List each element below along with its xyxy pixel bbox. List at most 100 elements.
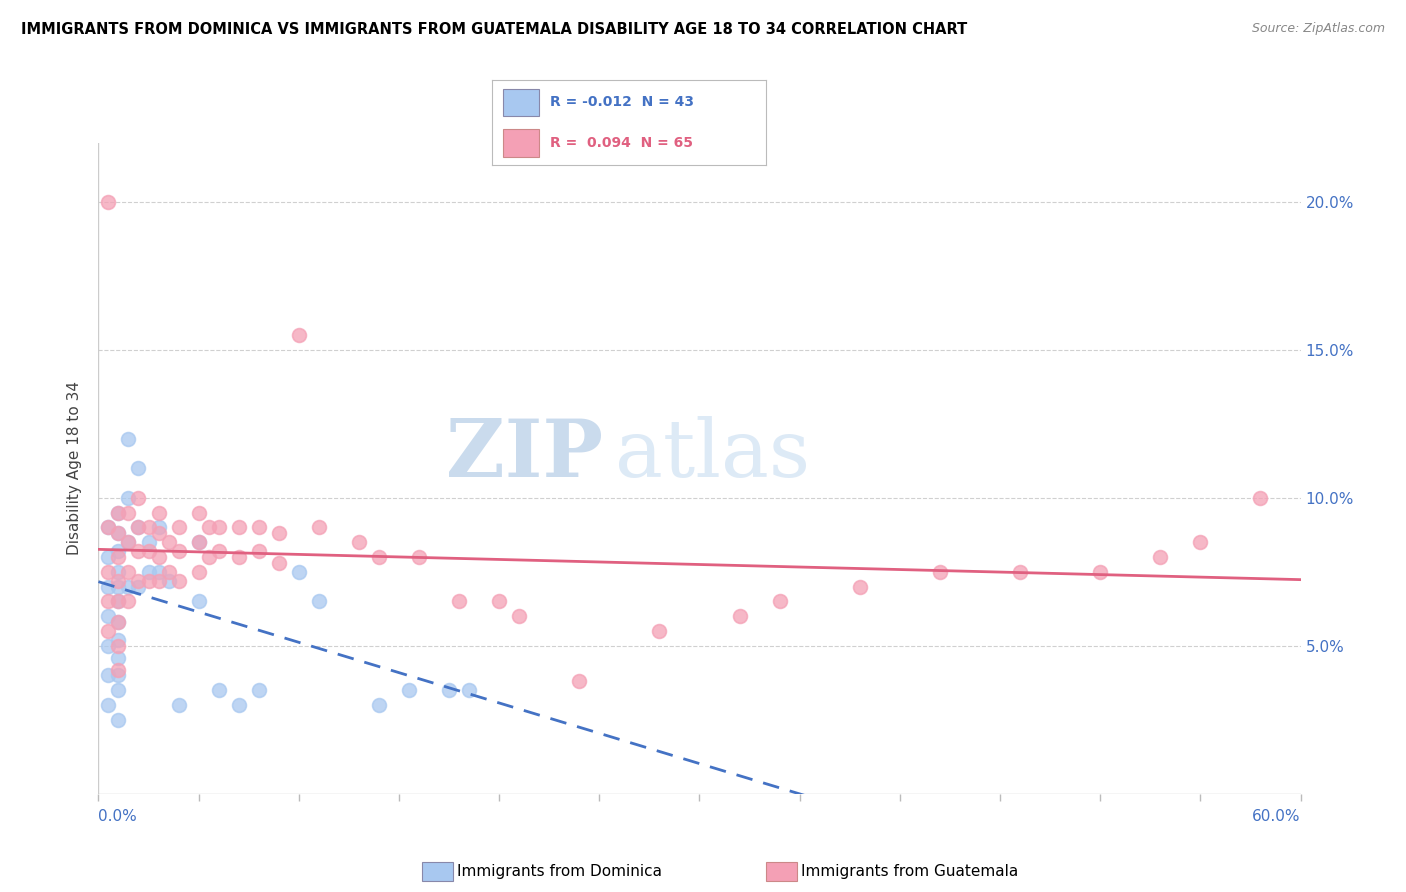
Point [247, 683, 270, 698]
Point [308, 520, 330, 534]
Point [208, 683, 231, 698]
Point [97, 550, 120, 565]
Point [368, 550, 391, 565]
Point [228, 698, 250, 712]
Point [97, 594, 120, 608]
Point [107, 565, 129, 579]
Point [128, 491, 150, 505]
Point [208, 544, 231, 558]
Point [117, 565, 139, 579]
Point [849, 580, 872, 594]
Point [107, 632, 129, 647]
Point [368, 698, 391, 712]
Point [148, 565, 170, 579]
Point [107, 506, 129, 520]
Point [347, 535, 370, 549]
Text: 60.0%: 60.0% [1253, 809, 1301, 823]
Point [769, 594, 792, 608]
Point [228, 550, 250, 565]
Point [267, 526, 290, 541]
Point [128, 520, 150, 534]
Point [187, 535, 209, 549]
Point [267, 556, 290, 570]
Point [107, 668, 129, 682]
Point [97, 624, 120, 639]
Point [929, 565, 952, 579]
Point [488, 594, 510, 608]
Point [568, 674, 591, 689]
Point [187, 594, 209, 608]
Point [138, 565, 160, 579]
Point [117, 491, 139, 505]
Point [97, 639, 120, 653]
Point [128, 520, 150, 534]
Point [107, 550, 129, 565]
Point [107, 574, 129, 588]
Point [308, 594, 330, 608]
Point [97, 565, 120, 579]
Point [138, 520, 160, 534]
Point [157, 535, 180, 549]
Point [97, 520, 120, 534]
Point [128, 461, 150, 475]
Point [167, 520, 190, 534]
Point [107, 526, 129, 541]
Point [157, 574, 180, 588]
Point [97, 698, 120, 712]
Point [208, 520, 231, 534]
Bar [503, 89, 538, 116]
Point [107, 663, 129, 677]
Point [187, 565, 209, 579]
Point [458, 683, 481, 698]
Point [648, 624, 671, 639]
Point [1250, 491, 1272, 505]
Point [97, 520, 120, 534]
Point [437, 683, 460, 698]
Point [148, 574, 170, 588]
Point [138, 544, 160, 558]
Point [197, 520, 219, 534]
Point [97, 194, 120, 209]
Point [107, 580, 129, 594]
Point [117, 432, 139, 446]
Point [247, 520, 270, 534]
Point [1149, 550, 1171, 565]
Point [187, 535, 209, 549]
Point [117, 535, 139, 549]
Point [107, 650, 129, 665]
Point [97, 668, 120, 682]
Point [107, 506, 129, 520]
Point [128, 580, 150, 594]
Point [107, 615, 129, 630]
Text: 0.0%: 0.0% [98, 809, 138, 823]
Point [107, 713, 129, 727]
Point [187, 506, 209, 520]
Point [148, 506, 170, 520]
Point [148, 550, 170, 565]
Text: R =  0.094  N = 65: R = 0.094 N = 65 [550, 136, 693, 150]
Point [228, 520, 250, 534]
Text: IMMIGRANTS FROM DOMINICA VS IMMIGRANTS FROM GUATEMALA DISABILITY AGE 18 TO 34 CO: IMMIGRANTS FROM DOMINICA VS IMMIGRANTS F… [21, 22, 967, 37]
Point [508, 609, 530, 624]
Point [398, 683, 420, 698]
Point [408, 550, 430, 565]
Point [197, 550, 219, 565]
Point [247, 544, 270, 558]
Point [117, 580, 139, 594]
Point [107, 544, 129, 558]
Text: Immigrants from Dominica: Immigrants from Dominica [457, 864, 662, 879]
Point [97, 580, 120, 594]
Point [107, 526, 129, 541]
Point [167, 698, 190, 712]
Point [157, 565, 180, 579]
Point [107, 683, 129, 698]
Point [138, 535, 160, 549]
Point [107, 639, 129, 653]
Text: Immigrants from Guatemala: Immigrants from Guatemala [801, 864, 1019, 879]
Point [288, 565, 311, 579]
Text: ZIP: ZIP [446, 417, 603, 494]
Point [447, 594, 470, 608]
Point [117, 594, 139, 608]
Point [107, 594, 129, 608]
Point [1088, 565, 1111, 579]
